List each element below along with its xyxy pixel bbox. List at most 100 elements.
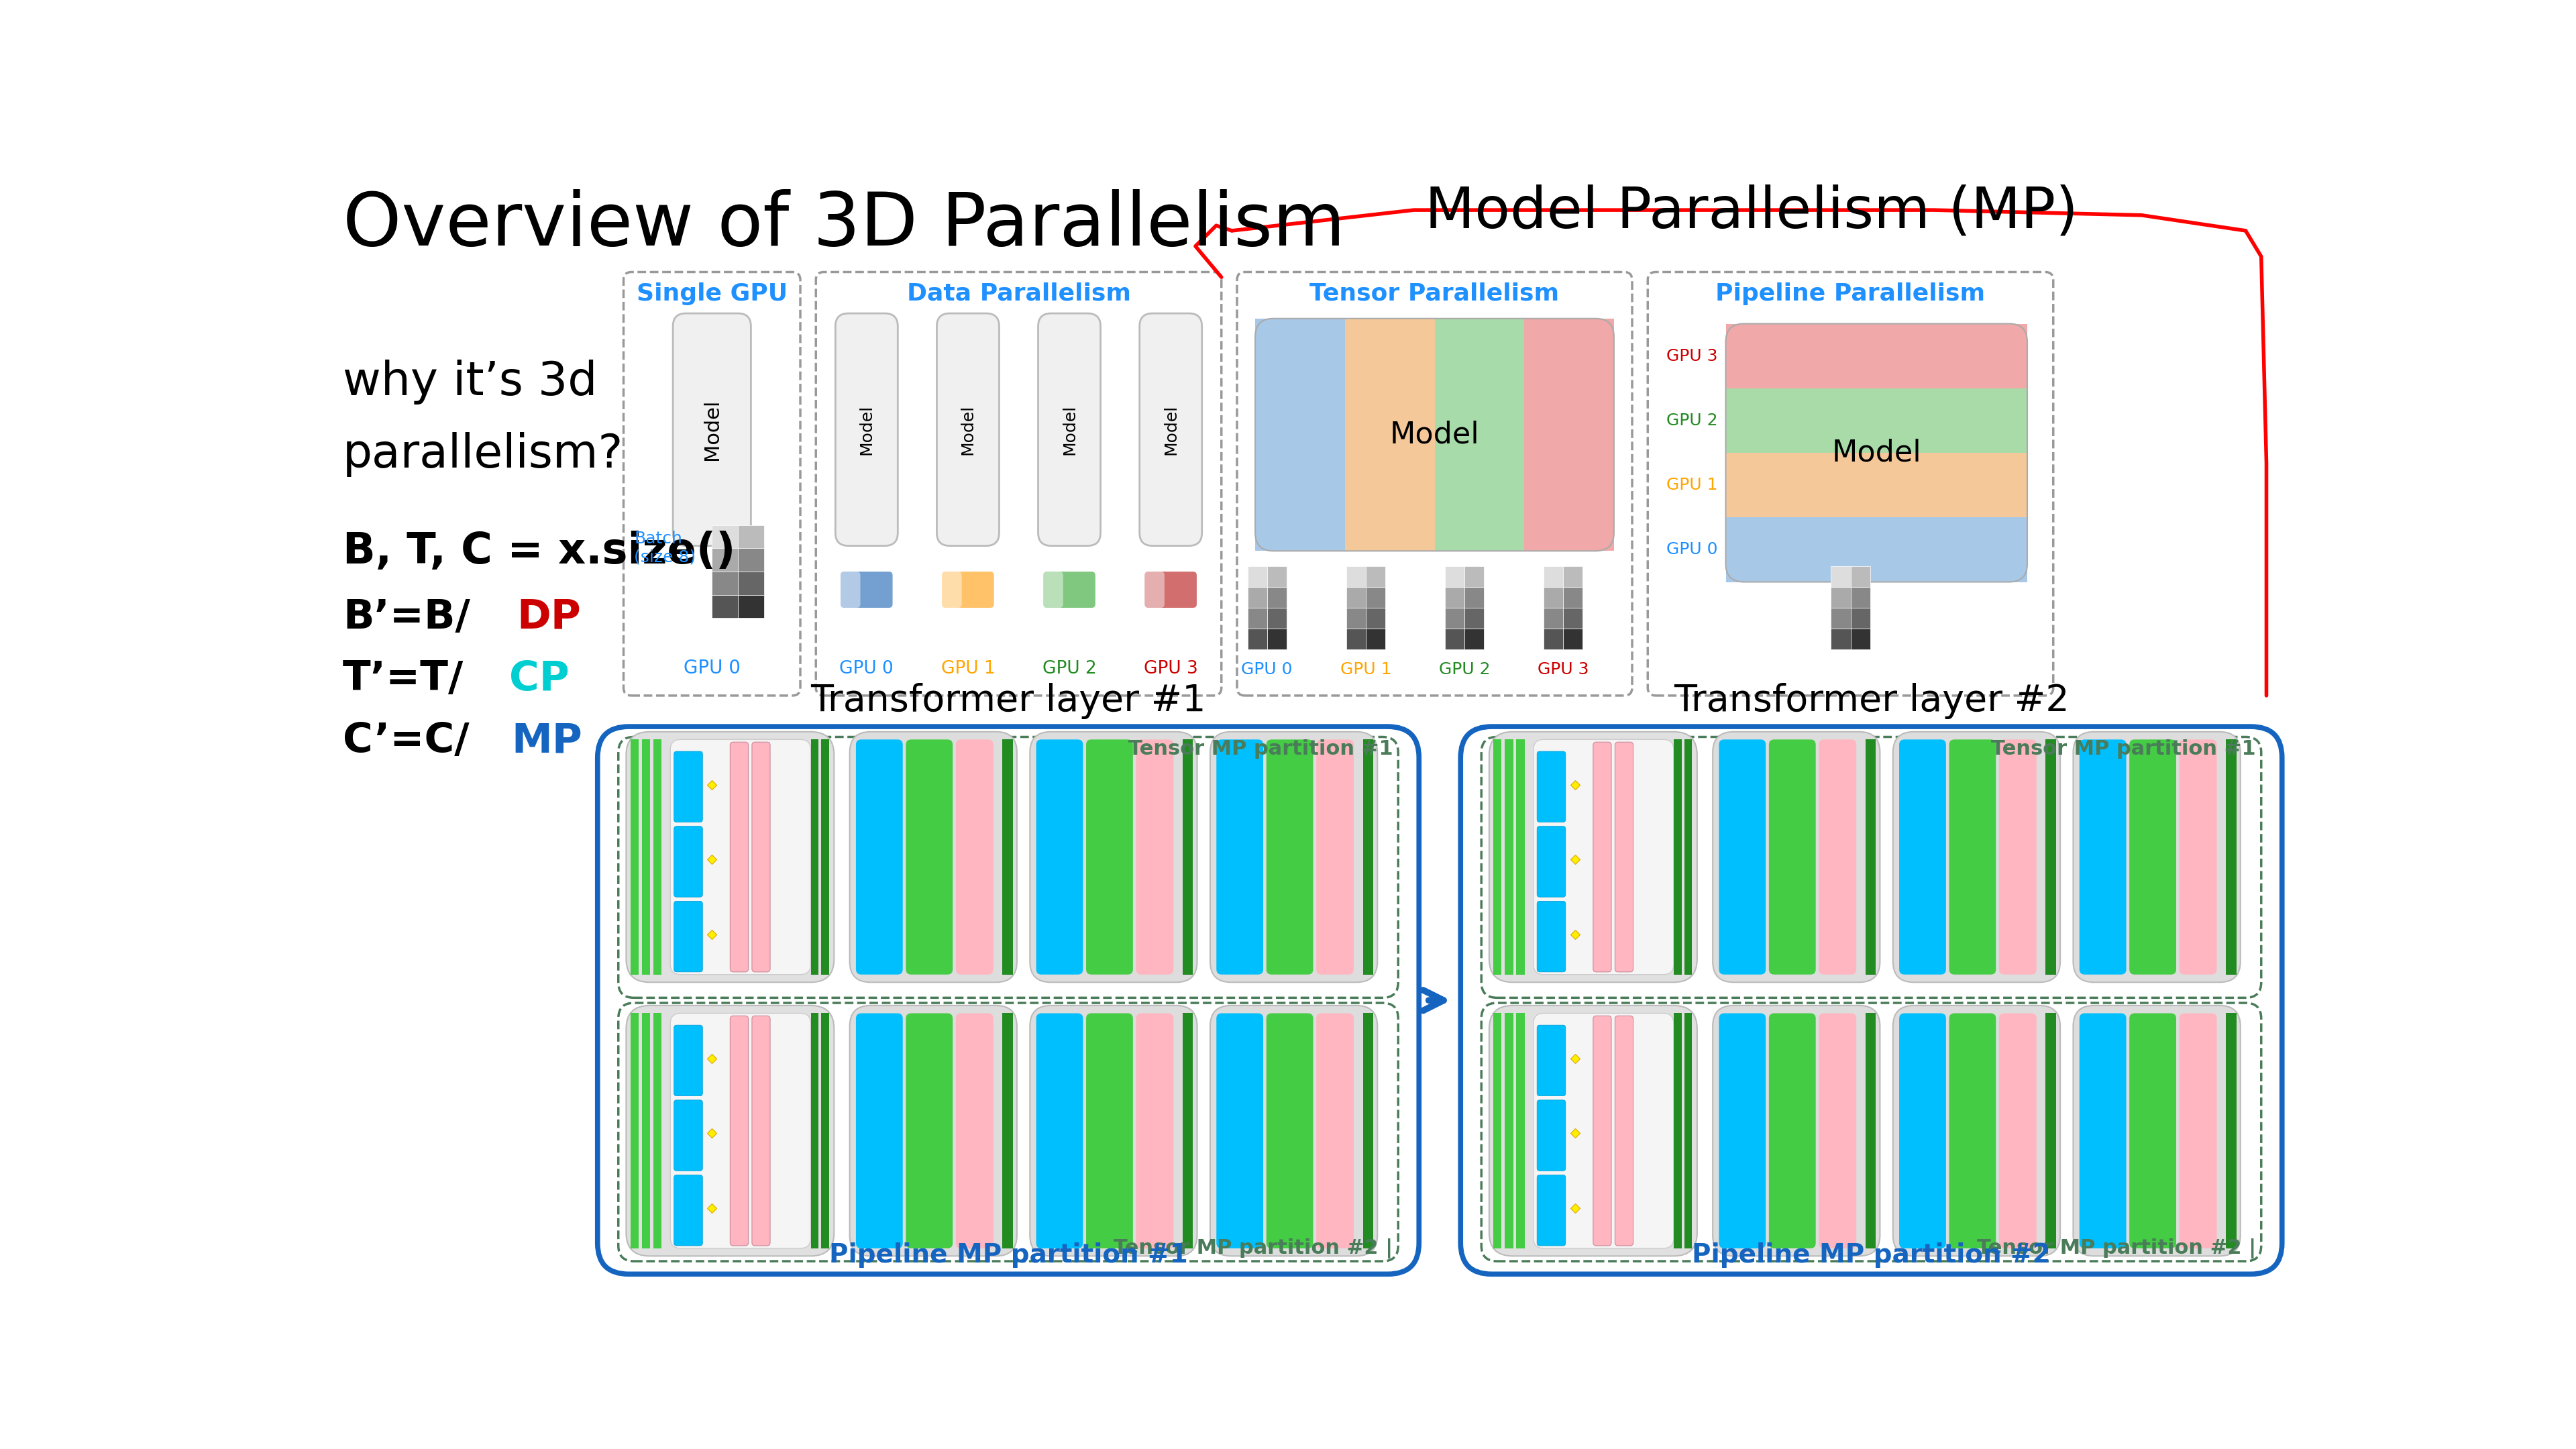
FancyBboxPatch shape — [1999, 739, 2038, 975]
Bar — [1564, 629, 1582, 649]
FancyBboxPatch shape — [1899, 739, 1945, 975]
Text: C’=C/: C’=C/ — [343, 722, 469, 761]
Bar — [1832, 587, 1850, 607]
FancyBboxPatch shape — [675, 752, 703, 822]
FancyBboxPatch shape — [1461, 726, 2282, 1274]
Bar — [1564, 587, 1582, 607]
Bar — [1363, 739, 1373, 975]
FancyBboxPatch shape — [1043, 571, 1064, 607]
Bar — [1517, 1013, 1525, 1248]
FancyBboxPatch shape — [1255, 319, 1615, 551]
Bar — [1543, 607, 1564, 629]
FancyBboxPatch shape — [675, 901, 703, 972]
FancyBboxPatch shape — [1713, 732, 1880, 982]
Bar — [1832, 629, 1850, 649]
Text: B, T, C = x.size(): B, T, C = x.size() — [343, 530, 737, 572]
FancyBboxPatch shape — [1592, 1016, 1613, 1246]
Bar — [1267, 587, 1285, 607]
Bar — [811, 739, 819, 975]
FancyBboxPatch shape — [1770, 739, 1816, 975]
Text: GPU 0: GPU 0 — [840, 661, 894, 678]
FancyBboxPatch shape — [835, 313, 899, 546]
Text: Model: Model — [1061, 404, 1077, 455]
Bar — [1850, 629, 1870, 649]
Bar — [737, 571, 765, 596]
Text: why it’s 3d: why it’s 3d — [343, 359, 598, 404]
FancyBboxPatch shape — [1036, 1013, 1082, 1248]
Bar — [1850, 567, 1870, 587]
Bar — [654, 1013, 662, 1248]
Bar — [1445, 629, 1466, 649]
FancyBboxPatch shape — [2074, 732, 2241, 982]
Bar — [1347, 567, 1365, 587]
FancyBboxPatch shape — [855, 1013, 902, 1248]
Bar — [1267, 607, 1285, 629]
Bar — [1494, 739, 1502, 975]
Bar — [1363, 1013, 1373, 1248]
Bar — [1726, 517, 2027, 582]
FancyBboxPatch shape — [675, 1100, 703, 1171]
FancyBboxPatch shape — [752, 742, 770, 972]
FancyBboxPatch shape — [1770, 1013, 1816, 1248]
Bar — [1674, 739, 1682, 975]
FancyBboxPatch shape — [943, 571, 994, 607]
Bar — [711, 571, 737, 596]
Bar — [811, 1013, 819, 1248]
Bar — [1365, 629, 1386, 649]
Text: Model: Model — [961, 404, 976, 455]
FancyBboxPatch shape — [2079, 1013, 2125, 1248]
Text: CP: CP — [510, 659, 569, 698]
Bar — [1345, 319, 1435, 551]
FancyBboxPatch shape — [1038, 313, 1100, 546]
Text: Model: Model — [703, 398, 721, 461]
Bar — [1255, 319, 1345, 551]
Bar — [1466, 629, 1484, 649]
Text: MP: MP — [513, 722, 582, 761]
FancyBboxPatch shape — [1538, 901, 1566, 972]
FancyBboxPatch shape — [840, 571, 894, 607]
Bar — [1365, 587, 1386, 607]
FancyBboxPatch shape — [598, 726, 1419, 1274]
Bar — [737, 548, 765, 571]
Bar — [1365, 567, 1386, 587]
Text: Pipeline MP partition #1: Pipeline MP partition #1 — [829, 1242, 1188, 1268]
Bar — [1494, 1013, 1502, 1248]
Text: Tensor MP partition #1: Tensor MP partition #1 — [1128, 739, 1394, 759]
FancyBboxPatch shape — [1136, 739, 1175, 975]
Bar — [1865, 739, 1875, 975]
FancyBboxPatch shape — [2074, 1006, 2241, 1256]
Bar — [1564, 567, 1582, 587]
FancyBboxPatch shape — [1144, 571, 1198, 607]
FancyBboxPatch shape — [626, 1006, 835, 1256]
FancyBboxPatch shape — [729, 1016, 747, 1246]
FancyBboxPatch shape — [2179, 739, 2218, 975]
FancyBboxPatch shape — [1819, 739, 1857, 975]
Bar — [1726, 323, 2027, 388]
Text: Data Parallelism: Data Parallelism — [907, 283, 1131, 306]
Bar — [631, 739, 639, 975]
FancyBboxPatch shape — [1538, 1175, 1566, 1246]
FancyBboxPatch shape — [1030, 1006, 1198, 1256]
Text: T’=T/: T’=T/ — [343, 659, 464, 698]
Bar — [1504, 739, 1512, 975]
FancyBboxPatch shape — [1316, 1013, 1355, 1248]
FancyBboxPatch shape — [1615, 1016, 1633, 1246]
FancyBboxPatch shape — [1216, 739, 1262, 975]
Bar — [1267, 567, 1285, 587]
Bar — [2226, 1013, 2236, 1248]
Bar — [1365, 607, 1386, 629]
Bar — [1002, 739, 1012, 975]
Text: GPU 1: GPU 1 — [940, 661, 994, 678]
FancyBboxPatch shape — [1538, 826, 1566, 897]
FancyBboxPatch shape — [2079, 739, 2125, 975]
FancyBboxPatch shape — [675, 1024, 703, 1095]
FancyBboxPatch shape — [1036, 739, 1082, 975]
Bar — [1832, 607, 1850, 629]
Bar — [1685, 739, 1692, 975]
Bar — [1865, 1013, 1875, 1248]
Bar — [1543, 629, 1564, 649]
Bar — [1726, 454, 2027, 517]
Bar — [631, 1013, 639, 1248]
FancyBboxPatch shape — [1139, 313, 1203, 546]
Text: Overview of 3D Parallelism: Overview of 3D Parallelism — [343, 190, 1345, 261]
